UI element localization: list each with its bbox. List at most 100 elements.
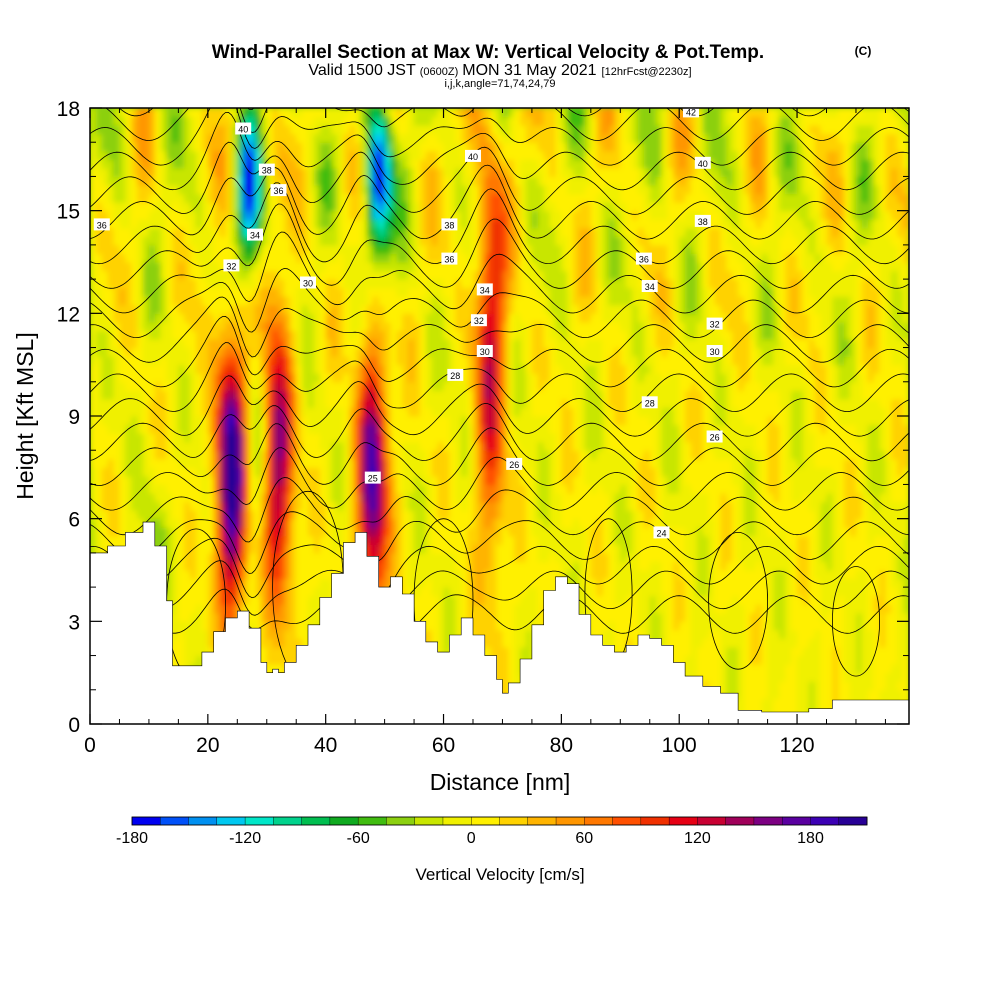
field-cell: [249, 159, 256, 169]
field-cell: [266, 390, 274, 400]
field-cell: [260, 202, 268, 212]
field-cell: [302, 244, 309, 255]
field-cell: [225, 527, 233, 537]
field-cell: [484, 544, 492, 554]
field-cell: [437, 279, 445, 289]
field-cell: [325, 407, 333, 417]
field-cell: [349, 535, 356, 545]
field-cell: [355, 347, 362, 357]
field-cell: [437, 475, 445, 486]
field-cell: [478, 356, 486, 366]
field-cell: [390, 262, 397, 272]
field-cell: [325, 416, 333, 426]
field-cell: [160, 125, 168, 135]
velocity-field: [90, 108, 909, 724]
field-cell: [201, 253, 209, 263]
field-cell: [313, 185, 321, 195]
field-cell: [467, 407, 474, 417]
field-cell: [290, 510, 297, 520]
field-cell: [467, 381, 474, 391]
field-cell: [461, 270, 468, 280]
field-cell: [467, 604, 474, 614]
field-cell: [219, 518, 227, 528]
field-cell: [437, 484, 445, 494]
field-cell: [107, 116, 115, 126]
field-cell: [107, 501, 115, 511]
field-cell: [243, 578, 250, 588]
field-cell: [266, 647, 274, 657]
field-cell: [437, 167, 445, 178]
field-cell: [296, 244, 303, 255]
field-cell: [178, 227, 185, 237]
field-cell: [113, 262, 121, 272]
field-cell: [90, 390, 97, 400]
field-cell: [366, 424, 374, 434]
field-cell: [337, 518, 344, 528]
field-cell: [402, 253, 409, 263]
field-cell: [408, 159, 415, 169]
field-cell: [184, 227, 191, 237]
field-cell: [272, 655, 280, 665]
field-cell: [431, 167, 439, 178]
field-cell: [302, 535, 309, 545]
field-cell: [101, 313, 109, 323]
field-cell: [437, 424, 445, 434]
field-cell: [302, 364, 309, 374]
field-cell: [237, 150, 244, 160]
field-cell: [402, 219, 409, 229]
field-cell: [467, 176, 474, 186]
field-cell: [249, 441, 256, 451]
field-cell: [249, 433, 256, 443]
field-cell: [213, 578, 221, 588]
field-cell: [260, 647, 268, 657]
field-cell: [308, 390, 315, 400]
field-cell: [408, 279, 415, 289]
field-cell: [95, 185, 103, 195]
field-cell: [266, 125, 274, 135]
field-cell: [402, 356, 409, 366]
field-cell: [490, 296, 498, 306]
field-cell: [414, 262, 421, 272]
field-cell: [284, 595, 291, 605]
field-cell: [372, 142, 380, 152]
field-cell: [131, 279, 138, 289]
field-cell: [290, 202, 297, 212]
field-cell: [408, 587, 415, 597]
field-cell: [478, 544, 486, 554]
field-cell: [396, 279, 403, 289]
field-cell: [331, 416, 339, 426]
field-cell: [490, 219, 498, 229]
field-cell: [148, 159, 156, 169]
field-cell: [213, 510, 221, 520]
field-cell: [254, 621, 262, 631]
field-cell: [325, 398, 333, 409]
field-cell: [419, 561, 427, 571]
field-cell: [478, 176, 486, 186]
field-cell: [166, 321, 174, 332]
field-cell: [472, 253, 480, 263]
field-cell: [137, 475, 144, 486]
field-cell: [467, 518, 474, 528]
field-cell: [443, 167, 451, 178]
field-cell: [372, 304, 380, 314]
field-cell: [484, 510, 492, 520]
field-cell: [131, 467, 138, 477]
field-cell: [384, 116, 392, 126]
field-cell: [219, 621, 227, 631]
field-cell: [249, 313, 256, 323]
field-cell: [419, 510, 427, 520]
field-cell: [101, 424, 109, 434]
field-cell: [472, 296, 480, 306]
field-cell: [107, 133, 115, 143]
field-cell: [160, 450, 168, 460]
field-cell: [272, 296, 280, 306]
field-cell: [213, 570, 221, 580]
field-cell: [219, 253, 227, 263]
field-cell: [414, 125, 421, 135]
field-cell: [284, 262, 291, 272]
field-cell: [148, 287, 156, 297]
field-cell: [137, 390, 144, 400]
field-cell: [243, 433, 250, 443]
field-cell: [319, 236, 327, 246]
field-cell: [101, 527, 109, 537]
